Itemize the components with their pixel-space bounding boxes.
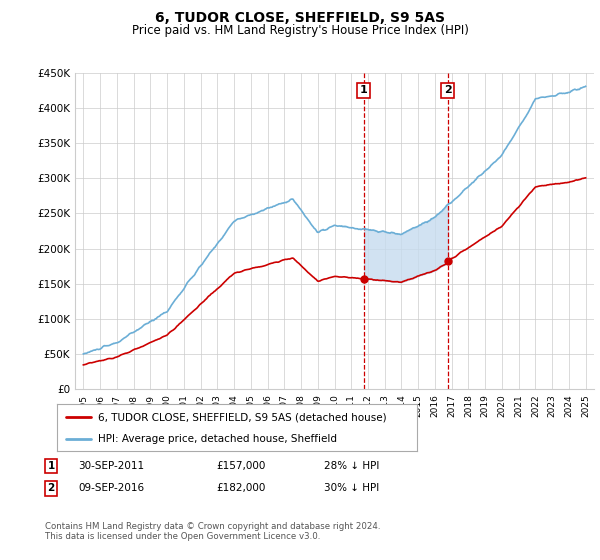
Text: HPI: Average price, detached house, Sheffield: HPI: Average price, detached house, Shef…: [98, 433, 337, 444]
Text: 2: 2: [443, 85, 451, 95]
Text: 1: 1: [360, 85, 368, 95]
Text: 28% ↓ HPI: 28% ↓ HPI: [324, 461, 379, 471]
Text: 30% ↓ HPI: 30% ↓ HPI: [324, 483, 379, 493]
Text: £182,000: £182,000: [216, 483, 265, 493]
Text: 6, TUDOR CLOSE, SHEFFIELD, S9 5AS (detached house): 6, TUDOR CLOSE, SHEFFIELD, S9 5AS (detac…: [98, 412, 387, 422]
Text: £157,000: £157,000: [216, 461, 265, 471]
Text: 6, TUDOR CLOSE, SHEFFIELD, S9 5AS: 6, TUDOR CLOSE, SHEFFIELD, S9 5AS: [155, 11, 445, 25]
Text: 2: 2: [47, 483, 55, 493]
Text: 09-SEP-2016: 09-SEP-2016: [78, 483, 144, 493]
Text: Contains HM Land Registry data © Crown copyright and database right 2024.
This d: Contains HM Land Registry data © Crown c…: [45, 522, 380, 542]
Text: Price paid vs. HM Land Registry's House Price Index (HPI): Price paid vs. HM Land Registry's House …: [131, 24, 469, 36]
Text: 1: 1: [47, 461, 55, 471]
Text: 30-SEP-2011: 30-SEP-2011: [78, 461, 144, 471]
